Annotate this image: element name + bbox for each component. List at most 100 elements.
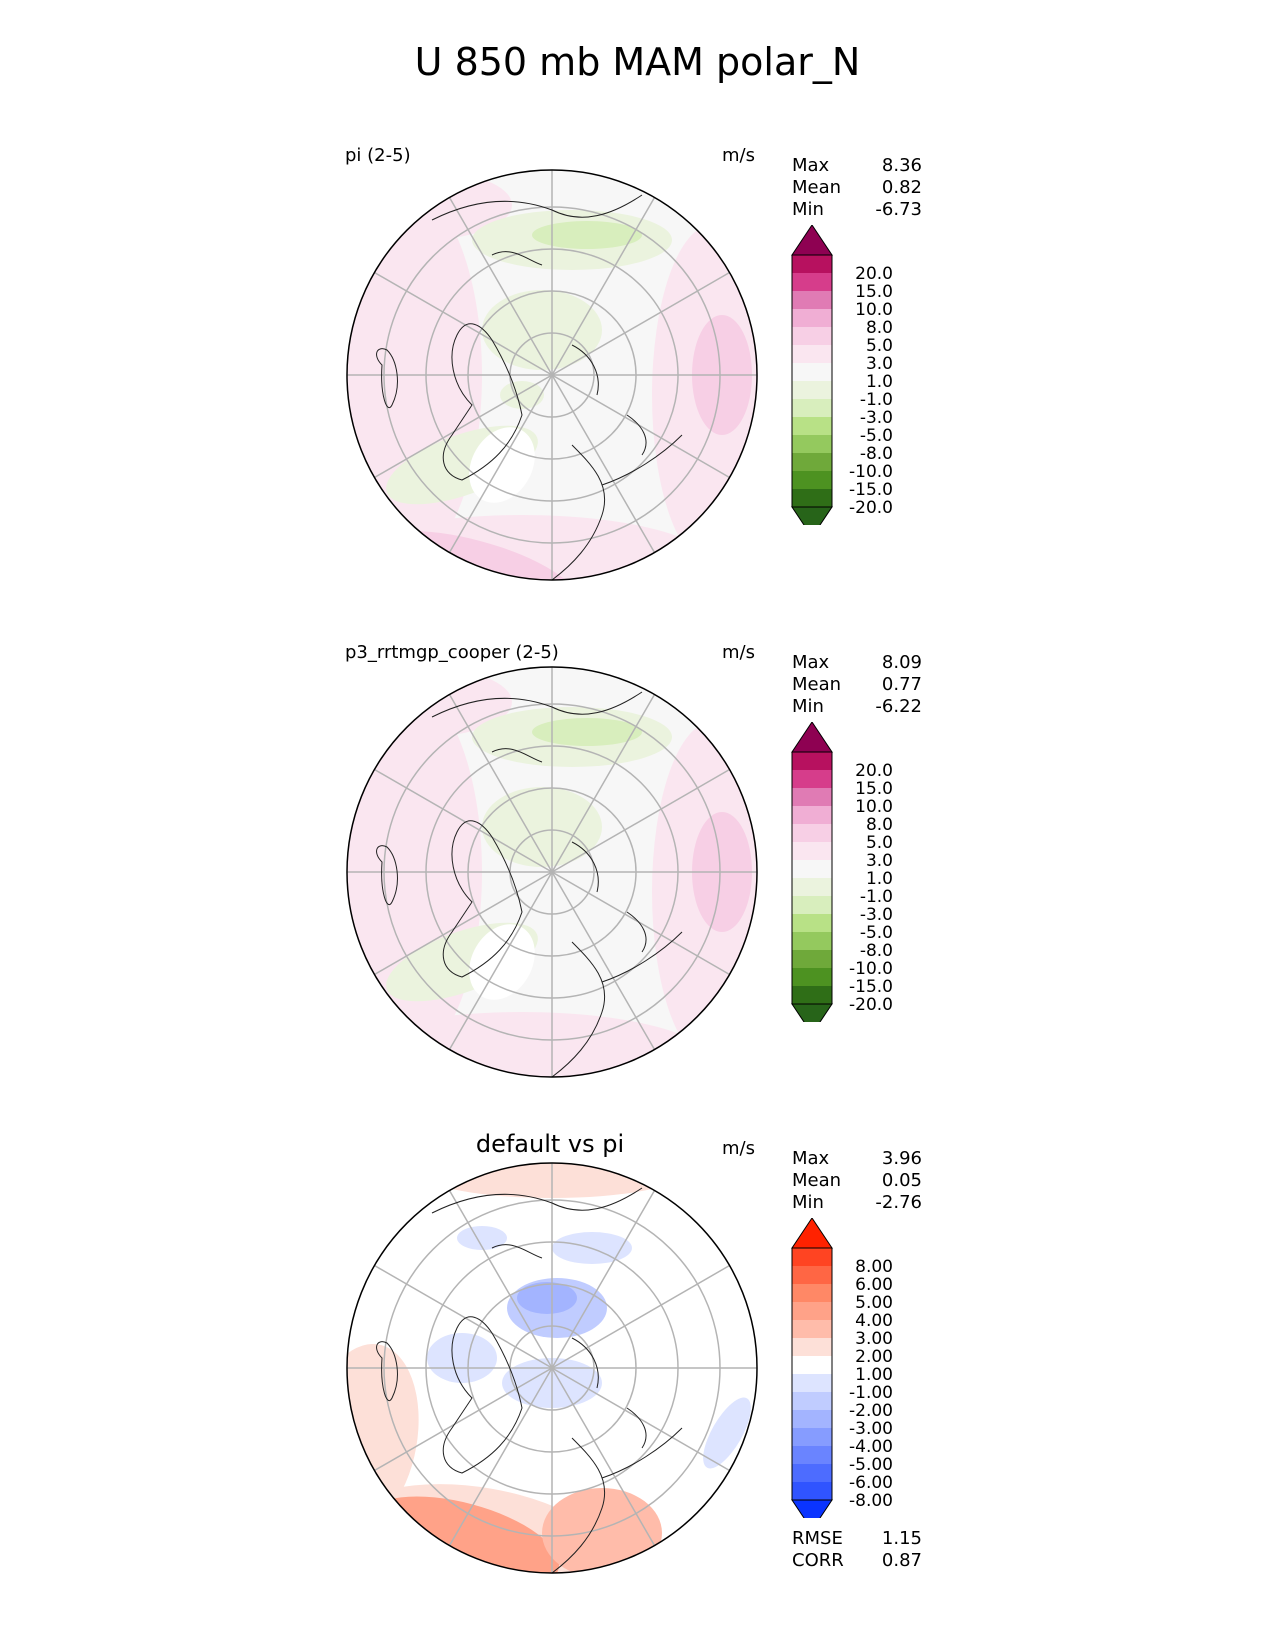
meridian-line: [374, 374, 553, 479]
colorbar-segment: [792, 417, 832, 435]
stats-box: Max 8.09 Mean 0.77 Min -6.22: [792, 652, 922, 718]
field-negative: [532, 221, 642, 249]
colorbar-tick-label: 10.0: [855, 797, 893, 817]
colorbar-tick-label: -8.0: [860, 941, 893, 961]
colorbar-tick-label: 4.00: [855, 1311, 893, 1331]
panel-diff: default vs pi m/s Max 3.96 Mean 0.05 Min -2…: [0, 1128, 1275, 1628]
colorbar-extend-bottom: [791, 1003, 833, 1022]
colorbar-tick-label: 5.0: [866, 336, 893, 356]
coastline: [571, 841, 647, 953]
meridian-line: [551, 374, 730, 479]
meridian-line: [551, 768, 730, 873]
colorbar-segment: [792, 1374, 832, 1392]
colorbar-tick-label: -5.00: [849, 1455, 893, 1475]
colorbar-segment: [792, 752, 832, 770]
meridian-line: [551, 374, 656, 553]
colorbar-segment: [792, 453, 832, 471]
meridian-line: [551, 1367, 656, 1546]
field-negative: [427, 1333, 497, 1383]
colorbar-segment: [792, 806, 832, 824]
colorbar-segment: [792, 824, 832, 842]
colorbar-tick-label: 1.00: [855, 1365, 893, 1385]
colorbar-segment: [792, 309, 832, 327]
meridian-line: [448, 694, 553, 873]
colorbar-frame: [791, 254, 833, 508]
colorbar-tick-label: 8.0: [866, 318, 893, 338]
colorbar-extend-top: [791, 722, 833, 753]
meridian-line: [448, 871, 553, 1050]
colorbar-tick-label: 3.0: [866, 851, 893, 871]
meridian-line: [374, 871, 553, 976]
stat-corr: CORR 0.87: [792, 1550, 922, 1571]
polar-map: [346, 1162, 758, 1574]
field-positive: [542, 1488, 662, 1573]
meridian-line: [551, 694, 656, 873]
colorbar-segment: [792, 1482, 832, 1500]
meridian-line: [551, 271, 730, 376]
colorbar: 8.006.005.004.003.002.001.00-1.00-2.00-3…: [791, 1218, 893, 1518]
stat-max: Max 8.36: [792, 155, 922, 176]
meridian-line: [551, 871, 656, 1050]
colorbar-segment: [792, 1464, 832, 1482]
colorbar-segment: [792, 1284, 832, 1302]
panel-label: pi (2-5): [345, 145, 411, 166]
colorbar-segment: [792, 860, 832, 878]
colorbar-tick-label: 15.0: [855, 282, 893, 302]
colorbar-tick-label: -5.0: [860, 426, 893, 446]
colorbar-frame: [791, 1247, 833, 1501]
field-negative: [703, 1397, 751, 1469]
map-boundary: [346, 666, 758, 1078]
colorbar-segment: [792, 1248, 832, 1266]
meridian-line: [551, 1367, 730, 1472]
coastline: [431, 194, 643, 266]
colorbar-tick-label: 6.00: [855, 1275, 893, 1295]
coastline: [431, 1187, 643, 1259]
colorbar-tick-label: 3.0: [866, 354, 893, 374]
colorbar-segment: [792, 273, 832, 291]
colorbar-segment: [792, 950, 832, 968]
colorbar-tick-label: -3.0: [860, 905, 893, 925]
colorbar-segment: [792, 1338, 832, 1356]
colorbar-segment: [792, 1446, 832, 1464]
field-negative: [482, 787, 602, 867]
meridian-line: [551, 1190, 656, 1369]
coastline: [571, 344, 647, 456]
colorbar-segment: [792, 968, 832, 986]
greenland-white: [469, 427, 535, 503]
colorbar-extend-bottom: [791, 506, 833, 525]
field-negative: [457, 1226, 507, 1250]
colorbar-segment: [792, 932, 832, 950]
stat-min: Min -6.73: [792, 199, 922, 220]
colorbar-tick-label: -1.0: [860, 390, 893, 410]
colorbar-tick-label: 15.0: [855, 779, 893, 799]
coastline: [376, 1341, 398, 1401]
meridian-line: [448, 374, 553, 553]
panel-p3: p3_rrtmgp_cooper (2-5) m/s Max 8.09 Mean 0…: [0, 632, 1275, 1132]
colorbar-segment: [792, 1266, 832, 1284]
colorbar-tick-label: -15.0: [849, 480, 893, 500]
units-label: m/s: [722, 1138, 755, 1159]
colorbar-segment: [792, 255, 832, 273]
colorbar: 20.015.010.08.05.03.01.0-1.0-3.0-5.0-8.0…: [791, 225, 893, 525]
map-boundary: [346, 169, 758, 581]
colorbar-segment: [792, 471, 832, 489]
colorbar-segment: [792, 896, 832, 914]
meridian-line: [551, 1264, 730, 1369]
colorbar-tick-label: -10.0: [849, 462, 893, 482]
panel-label: default vs pi: [475, 1130, 625, 1158]
polar-map: [346, 169, 758, 581]
polar-map: [346, 666, 758, 1078]
colorbar-segment: [792, 878, 832, 896]
units-label: m/s: [722, 145, 755, 166]
colorbar-tick-label: 1.0: [866, 869, 893, 889]
colorbar-tick-label: 3.00: [855, 1329, 893, 1349]
colorbar-segment: [792, 842, 832, 860]
colorbar-extend-bottom: [791, 1499, 833, 1518]
meridian-line: [374, 1367, 553, 1472]
colorbar-extend-top: [791, 225, 833, 256]
stat-min: Min -6.22: [792, 696, 922, 717]
stats-box: Max 8.36 Mean 0.82 Min -6.73: [792, 155, 922, 221]
stat-max: Max 8.09: [792, 652, 922, 673]
coastline: [431, 691, 643, 763]
colorbar-tick-label: -10.0: [849, 959, 893, 979]
